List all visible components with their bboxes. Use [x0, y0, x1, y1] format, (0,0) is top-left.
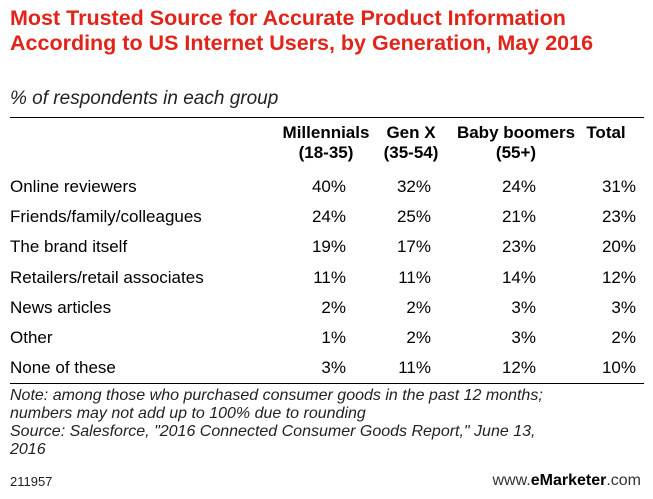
table-cell: 1% [321, 328, 346, 347]
row-label: None of these [10, 358, 116, 378]
column-header-label: Gen X [386, 123, 436, 142]
table-cell: 23% [501, 237, 536, 257]
table-cell: 3% [611, 297, 636, 317]
header-rule [10, 117, 644, 118]
column-header: Gen X (35-54) [346, 123, 476, 163]
column-header: Millennials (18-35) [261, 123, 391, 163]
table-cell: 11% [398, 267, 431, 287]
chart-id: 211957 [10, 474, 53, 489]
row-label: The brand itself [10, 237, 128, 257]
row-label: Online reviewers [10, 177, 137, 196]
table-cell: 3% [511, 297, 536, 317]
table-cell: 2% [321, 297, 346, 317]
table-cell: 2% [406, 328, 431, 347]
table-cell: 24% [311, 207, 346, 227]
row-label: News articles [10, 297, 112, 317]
table-cell: 3% [511, 328, 536, 347]
footer-rule [10, 383, 644, 384]
column-header-label: Baby boomers [456, 123, 576, 142]
source-line: 2016 [10, 441, 46, 458]
table-cell: 21% [501, 207, 536, 227]
table-cell: 40% [311, 177, 346, 196]
brand-prefix: www. [492, 472, 531, 489]
chart-subtitle: % of respondents in each group [10, 88, 279, 109]
brand-name: eMarketer [530, 472, 607, 489]
table-cell: 14% [501, 267, 536, 287]
chart-title: Most Trusted Source for Accurate Product… [10, 6, 594, 55]
row-label: Friends/family/colleagues [10, 207, 202, 227]
table-cell: 11% [313, 267, 346, 287]
column-header: Total [541, 123, 653, 143]
brand-logo[interactable]: www.eMarketer.com [492, 472, 641, 490]
table-cell: 19% [311, 237, 346, 257]
column-header-label: Millennials [282, 123, 370, 142]
column-header-label: Total [586, 123, 626, 142]
brand-suffix: .com [606, 472, 641, 489]
table-cell: 11% [398, 358, 431, 378]
table-cell: 3% [321, 358, 346, 378]
table-cell: 23% [601, 207, 636, 227]
table-cell: 12% [601, 267, 636, 287]
notes-block: Note: among those who purchased consumer… [10, 387, 648, 459]
column-header-sublabel: (18-35) [298, 143, 354, 162]
table-cell: 12% [501, 358, 536, 378]
table-cell: 25% [396, 207, 431, 227]
column-header: Baby boomers (55+) [451, 123, 581, 163]
table-cell: 10% [601, 358, 636, 378]
note-line: numbers may not add up to 100% due to ro… [10, 405, 366, 422]
row-label: Other [10, 328, 53, 347]
source-line: Source: Salesforce, "2016 Connected Cons… [10, 423, 536, 440]
table-cell: 2% [611, 328, 636, 347]
table-cell: 24% [501, 177, 536, 196]
table-cell: 32% [396, 177, 431, 196]
column-header-sublabel: (35-54) [383, 143, 439, 162]
table-cell: 2% [406, 297, 431, 317]
note-line: Note: among those who purchased consumer… [10, 387, 543, 404]
table-cell: 17% [396, 237, 431, 257]
row-label: Retailers/retail associates [10, 267, 204, 287]
table-cell: 31% [601, 177, 636, 196]
column-header-sublabel: (55+) [495, 143, 537, 162]
table-cell: 20% [601, 237, 636, 257]
